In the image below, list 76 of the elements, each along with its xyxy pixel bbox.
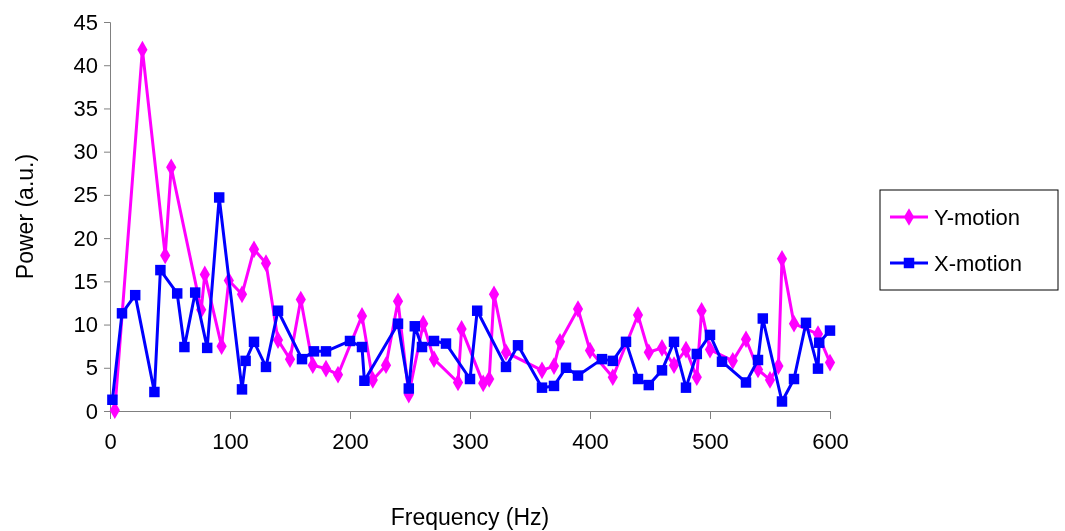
point — [704, 329, 716, 341]
point — [500, 361, 512, 373]
point — [171, 288, 183, 299]
point — [824, 325, 836, 336]
point — [800, 317, 812, 329]
y-tick-label: 5 — [85, 355, 98, 381]
y-tick-label: 10 — [73, 312, 98, 338]
point — [240, 355, 251, 367]
legend-label: X-motion — [934, 251, 1023, 276]
point — [320, 346, 332, 357]
point — [440, 338, 452, 349]
point — [668, 336, 680, 348]
y-tick-label: 25 — [73, 182, 98, 208]
y-tick-label: 40 — [73, 52, 98, 78]
point — [428, 335, 440, 347]
point — [691, 348, 703, 360]
point — [409, 321, 421, 332]
point — [596, 353, 608, 365]
point — [296, 353, 308, 365]
point — [201, 342, 213, 354]
x-tick-label: 100 — [212, 428, 249, 454]
point — [548, 380, 560, 392]
point — [344, 335, 356, 347]
point — [179, 341, 190, 353]
point — [116, 308, 128, 319]
point — [129, 289, 141, 301]
point — [260, 361, 272, 373]
point — [464, 373, 476, 385]
y-tick-label: 45 — [73, 9, 98, 35]
y-tick-label: 35 — [73, 95, 98, 121]
point — [788, 373, 800, 385]
point — [740, 377, 752, 388]
point — [107, 394, 118, 406]
point — [607, 355, 619, 367]
x-tick-label: 300 — [452, 428, 489, 454]
point — [236, 384, 248, 395]
point — [716, 356, 728, 367]
point — [392, 318, 404, 329]
x-tick-label: 500 — [692, 428, 729, 454]
x-tick-label: 400 — [572, 428, 609, 454]
point — [813, 337, 825, 348]
point — [752, 354, 764, 366]
point — [416, 341, 428, 353]
point — [149, 386, 160, 398]
x-tick-label: 200 — [332, 428, 369, 454]
y-tick-label: 30 — [73, 139, 98, 165]
point — [536, 382, 548, 393]
point — [757, 313, 769, 324]
point — [680, 382, 692, 393]
y-axis-title: Power (a.u.) — [12, 153, 38, 280]
point — [213, 192, 225, 203]
point — [512, 340, 524, 351]
point — [812, 363, 824, 374]
point — [776, 396, 788, 407]
x-tick-label: 0 — [104, 428, 117, 454]
point — [403, 383, 415, 394]
x-tick-label: 600 — [812, 428, 849, 454]
point — [632, 373, 644, 385]
point — [572, 370, 584, 381]
point — [155, 264, 166, 276]
point — [272, 305, 284, 316]
y-tick-label: 0 — [85, 398, 98, 424]
point — [471, 305, 483, 316]
point — [620, 336, 632, 348]
point — [189, 287, 201, 298]
point — [308, 346, 320, 357]
point — [560, 362, 572, 374]
point — [643, 379, 655, 391]
point — [359, 375, 370, 386]
point — [356, 341, 368, 353]
y-tick-label: 15 — [73, 268, 98, 294]
point — [656, 365, 668, 376]
y-tick-label: 20 — [73, 225, 98, 251]
legend-label: Y-motion — [934, 205, 1021, 230]
point — [248, 336, 260, 348]
x-axis-title: Frequency (Hz) — [390, 504, 550, 530]
